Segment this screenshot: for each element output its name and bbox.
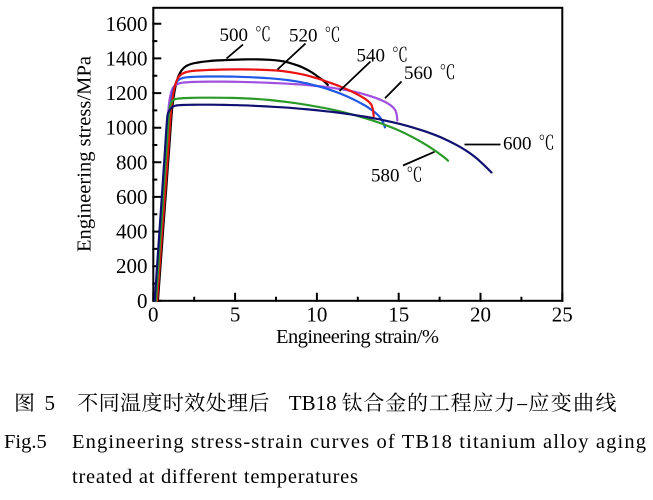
- svg-text:Engineering stress/MPa: Engineering stress/MPa: [74, 56, 96, 252]
- svg-text:580: 580: [371, 166, 400, 187]
- svg-text:Fig.5: Fig.5: [4, 431, 47, 453]
- svg-text:560: 560: [404, 63, 433, 84]
- svg-text:TB18: TB18: [289, 391, 337, 415]
- svg-text:25: 25: [552, 303, 573, 327]
- svg-text:20: 20: [470, 303, 491, 327]
- svg-text:400: 400: [116, 220, 148, 244]
- svg-text:treated at different temperatu: treated at different temperatures: [72, 466, 358, 488]
- svg-text:1600: 1600: [106, 12, 148, 36]
- svg-text:5: 5: [230, 303, 241, 327]
- svg-text:0: 0: [137, 289, 148, 313]
- svg-text:600: 600: [503, 134, 532, 155]
- svg-text:10: 10: [306, 303, 327, 327]
- svg-text:5: 5: [45, 391, 56, 415]
- svg-text:500: 500: [220, 25, 249, 46]
- svg-text:520: 520: [289, 26, 318, 47]
- svg-text:1200: 1200: [106, 81, 148, 105]
- svg-text:540: 540: [357, 46, 386, 67]
- svg-text:1000: 1000: [106, 116, 148, 140]
- svg-text:0: 0: [148, 303, 159, 327]
- svg-text:Engineering strain/%: Engineering strain/%: [276, 326, 439, 348]
- svg-text:800: 800: [116, 150, 148, 174]
- svg-text:Engineering stress-strain curv: Engineering stress-strain curves of TB18…: [72, 431, 646, 453]
- svg-text:200: 200: [116, 254, 148, 278]
- svg-text:15: 15: [388, 303, 409, 327]
- svg-text:600: 600: [116, 185, 148, 209]
- svg-text:1400: 1400: [106, 46, 148, 70]
